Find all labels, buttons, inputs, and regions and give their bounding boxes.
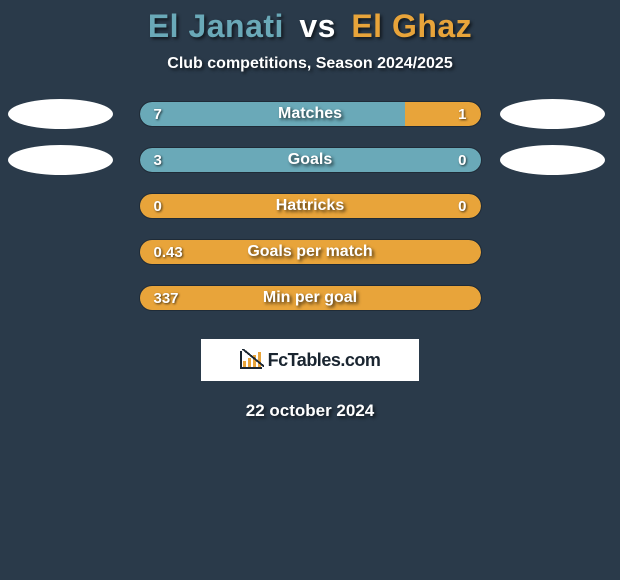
- logo-chart-icon: [240, 351, 262, 369]
- player1-bar-fill: [140, 148, 481, 172]
- player1-value: 7: [154, 102, 162, 126]
- stat-bar: 337Min per goal: [139, 285, 482, 311]
- player1-ellipse-icon: [8, 99, 113, 129]
- logo-barlet: [258, 352, 261, 367]
- player2-ellipse-icon: [500, 145, 605, 175]
- stat-row: 337Min per goal: [0, 285, 620, 311]
- stat-row: 00Hattricks: [0, 193, 620, 219]
- player2-bar-fill: [405, 102, 480, 126]
- comparison-infographic: El Janati vs El Ghaz Club competitions, …: [0, 0, 620, 421]
- logo-box: FcTables.com: [201, 339, 419, 381]
- player2-value: 1: [458, 102, 466, 126]
- player2-name: El Ghaz: [351, 8, 472, 44]
- stat-rows: 71Matches30Goals00Hattricks0.43Goals per…: [0, 101, 620, 311]
- stat-row: 0.43Goals per match: [0, 239, 620, 265]
- stat-bar: 00Hattricks: [139, 193, 482, 219]
- vs-label: vs: [299, 8, 336, 44]
- stat-bar: 71Matches: [139, 101, 482, 127]
- player1-bar-fill: [140, 102, 406, 126]
- player2-bar-fill: [140, 240, 481, 264]
- logo-barlet: [243, 361, 246, 367]
- player1-ellipse-icon: [8, 145, 113, 175]
- player1-name: El Janati: [148, 8, 284, 44]
- stat-bar: 0.43Goals per match: [139, 239, 482, 265]
- player1-value: 3: [154, 148, 162, 172]
- logo-barlet: [253, 355, 256, 367]
- stat-row: 71Matches: [0, 101, 620, 127]
- player2-ellipse-icon: [500, 99, 605, 129]
- page-title: El Janati vs El Ghaz: [148, 8, 472, 45]
- logo-barlet: [248, 358, 251, 367]
- logo-text: FcTables.com: [268, 350, 381, 371]
- player2-bar-fill: [140, 194, 481, 218]
- player1-value: 337: [154, 286, 179, 310]
- stat-bar: 30Goals: [139, 147, 482, 173]
- date-label: 22 october 2024: [246, 401, 375, 421]
- player1-value: 0: [154, 194, 162, 218]
- subtitle: Club competitions, Season 2024/2025: [167, 55, 452, 73]
- player2-value: 0: [458, 148, 466, 172]
- player2-bar-fill: [140, 286, 481, 310]
- stat-row: 30Goals: [0, 147, 620, 173]
- player1-value: 0.43: [154, 240, 183, 264]
- player2-value: 0: [458, 194, 466, 218]
